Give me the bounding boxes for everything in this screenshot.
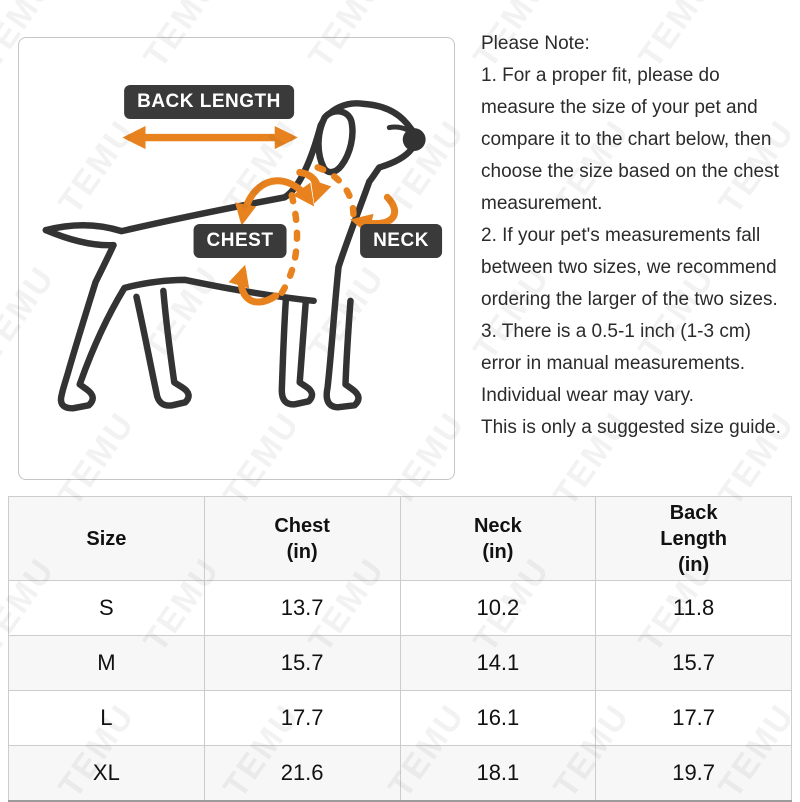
cell-back-length: 17.7 xyxy=(595,690,792,746)
note-item: 3. There is a 0.5-1 inch (1-3 cm) error … xyxy=(481,321,751,406)
dog-measurement-illustration xyxy=(42,100,426,412)
cell-chest: 21.6 xyxy=(203,745,401,802)
neck-girth-arrow xyxy=(350,193,399,235)
cell-chest: 13.7 xyxy=(203,580,401,636)
chest-label: CHEST xyxy=(193,224,287,258)
measurement-diagram: BACK LENGTH CHEST NECK xyxy=(18,37,455,480)
measurement-marks xyxy=(122,125,399,306)
table-row: XL 21.6 18.1 19.7 xyxy=(8,745,792,802)
cell-neck: 18.1 xyxy=(399,745,597,802)
header-back-length: Back Length (in) xyxy=(595,496,792,581)
cell-size: L xyxy=(8,690,205,746)
watermark-text: TEMU xyxy=(796,0,800,75)
chest-girth-arrow-lower xyxy=(228,264,280,306)
cell-chest: 17.7 xyxy=(203,690,401,746)
cell-back-length: 15.7 xyxy=(595,635,792,691)
table-header-row: Size Chest (in) Neck (in) Back Length (i… xyxy=(8,496,792,581)
cell-size: S xyxy=(8,580,205,636)
cell-back-length: 11.8 xyxy=(595,580,792,636)
table-row: S 13.7 10.2 11.8 xyxy=(8,580,792,636)
size-chart-table: Size Chest (in) Neck (in) Back Length (i… xyxy=(8,496,792,802)
table-row: M 15.7 14.1 15.7 xyxy=(8,635,792,691)
header-size: Size xyxy=(8,496,205,581)
cell-back-length: 19.7 xyxy=(595,745,792,802)
note-title: Please Note: xyxy=(481,33,590,54)
cell-neck: 16.1 xyxy=(399,690,597,746)
header-neck: Neck (in) xyxy=(399,496,597,581)
note-section: Please Note: 1. For a proper fit, please… xyxy=(481,28,796,444)
cell-neck: 10.2 xyxy=(399,580,597,636)
neck-dashed-line xyxy=(314,164,357,219)
neck-label: NECK xyxy=(360,224,442,258)
cell-size: XL xyxy=(8,745,205,802)
cell-chest: 15.7 xyxy=(203,635,401,691)
header-chest: Chest (in) xyxy=(203,496,401,581)
cell-neck: 14.1 xyxy=(399,635,597,691)
dog-nose xyxy=(402,128,426,151)
note-item: 1. For a proper fit, please do measure t… xyxy=(481,65,779,214)
table-row: L 17.7 16.1 17.7 xyxy=(8,690,792,746)
chest-girth-arrow-upper xyxy=(235,177,315,226)
note-item: This is only a suggested size guide. xyxy=(481,417,781,438)
back-length-label: BACK LENGTH xyxy=(124,85,294,119)
watermark-text: TEMU xyxy=(796,259,800,367)
cell-size: M xyxy=(8,635,205,691)
note-item: 2. If your pet's measurements fall betwe… xyxy=(481,225,778,310)
dog-outline xyxy=(42,100,426,412)
watermark-text: TEMU xyxy=(796,551,800,659)
withers-arrow xyxy=(296,168,332,204)
